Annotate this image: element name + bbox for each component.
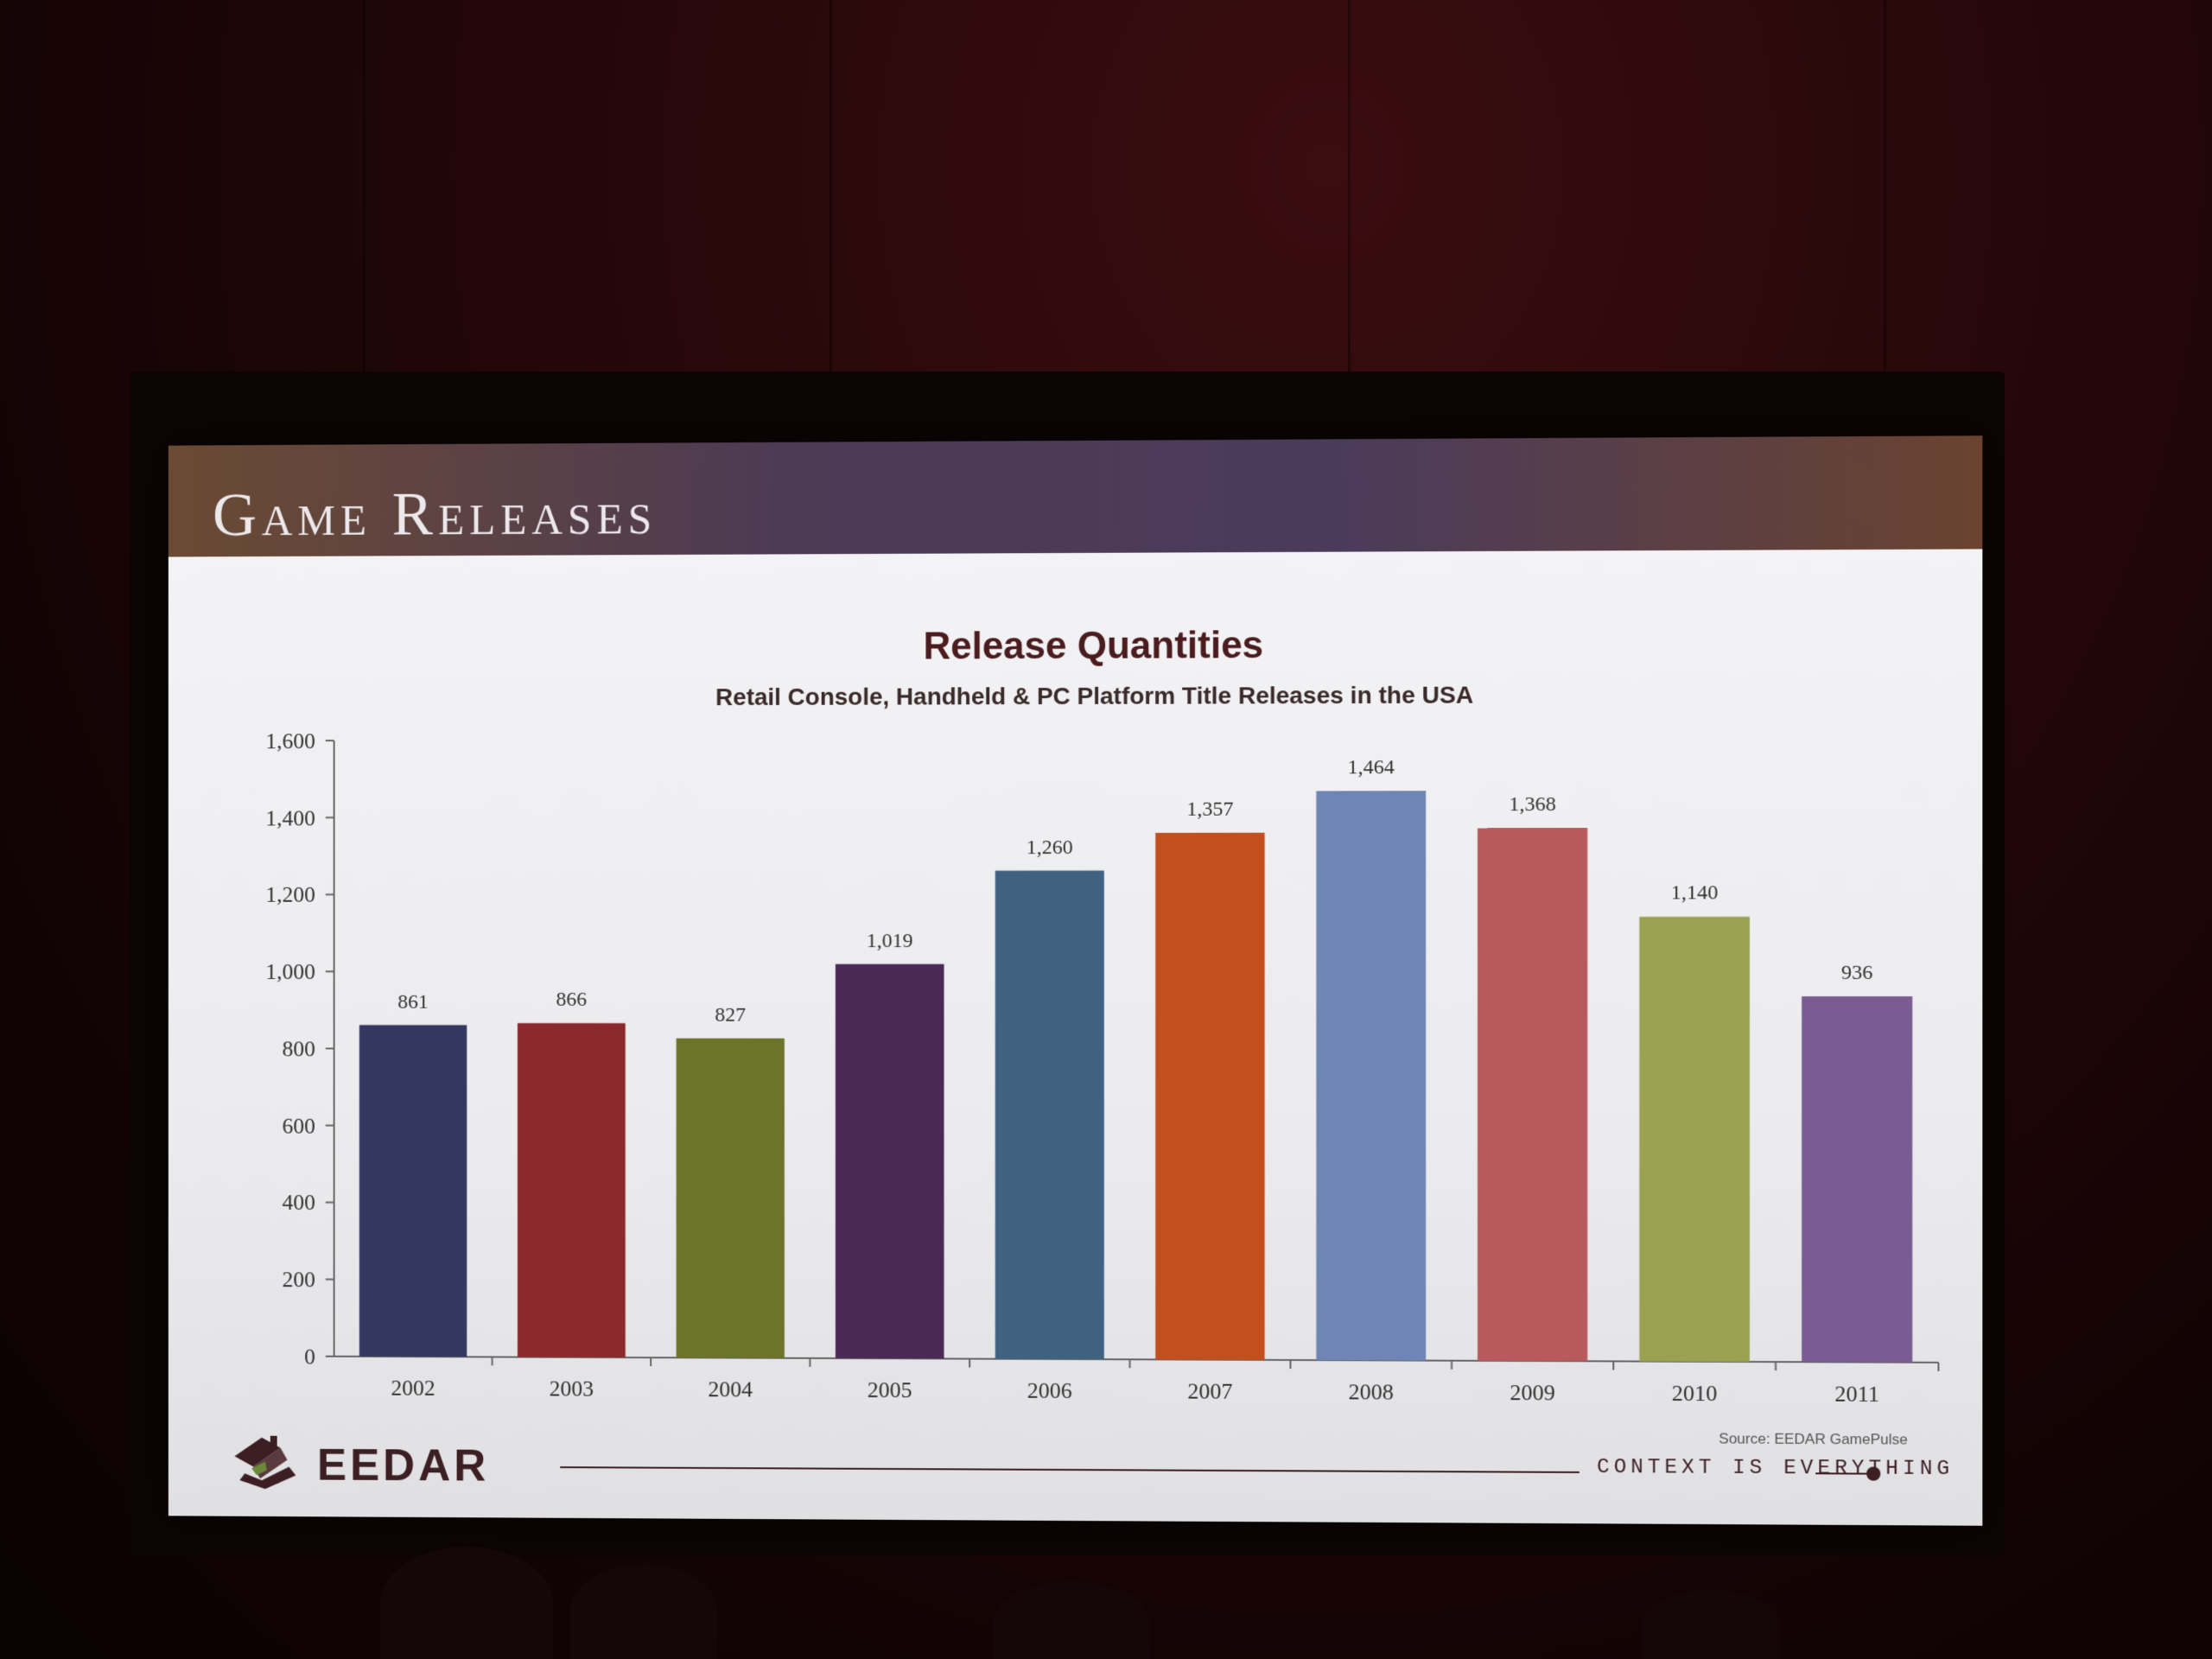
bar — [1478, 828, 1587, 1361]
x-tick-label: 2003 — [550, 1376, 594, 1401]
y-tick-label: 1,400 — [265, 805, 315, 830]
bar — [1802, 996, 1912, 1363]
bar-data-label: 1,260 — [1027, 836, 1073, 858]
audience-head — [570, 1564, 717, 1659]
x-tick-label: 2009 — [1510, 1380, 1554, 1405]
presentation-slide: Game Releases Release Quantities Retail … — [168, 435, 1982, 1526]
x-tick-label: 2010 — [1672, 1381, 1718, 1407]
bar-series: 861 866 827 1,019 1,260 1,357 1,464 1,368 1,140 9… — [359, 755, 1912, 1363]
y-tick-label: 1,200 — [265, 882, 315, 907]
audience-head — [994, 1581, 1149, 1659]
bar — [1639, 917, 1750, 1362]
y-tick-label: 600 — [283, 1113, 315, 1138]
chart-title: Release Quantities — [923, 624, 1263, 668]
y-tick-label: 800 — [283, 1036, 315, 1061]
slide-body: Release Quantities Retail Console, Handh… — [168, 549, 1982, 1525]
wall-panel — [363, 0, 365, 372]
x-tick-label: 2011 — [1834, 1381, 1879, 1407]
bar — [995, 871, 1104, 1360]
audience-head — [1642, 1590, 1780, 1659]
wall-panel — [1348, 0, 1351, 372]
eedar-logo-icon — [228, 1431, 305, 1491]
bar-data-label: 861 — [397, 990, 428, 1013]
y-tick-label: 0 — [304, 1344, 315, 1370]
footer-rule — [560, 1466, 1580, 1473]
bar-data-label: 936 — [1841, 962, 1873, 984]
audience-head — [380, 1547, 553, 1659]
bar-data-label: 827 — [715, 1004, 746, 1027]
bar-data-label: 1,019 — [867, 930, 913, 952]
x-tick-label: 2002 — [391, 1376, 435, 1401]
bar — [518, 1023, 626, 1357]
brand-name: EEDAR — [317, 1440, 489, 1492]
x-tick-label: 2006 — [1027, 1378, 1072, 1403]
footer-rule-short — [1815, 1472, 1868, 1474]
bar — [836, 964, 944, 1359]
slide-title: Game Releases — [213, 477, 657, 550]
source-note: Source: EEDAR GamePulse — [1719, 1430, 1908, 1448]
bar-data-label: 866 — [556, 988, 588, 1011]
wall-panel — [1884, 0, 1886, 372]
slide-header-band: Game Releases — [168, 435, 1982, 556]
bar — [1155, 833, 1264, 1360]
x-axis: 2002 2003 2004 2005 2006 2007 2008 2009 2010 2011 — [334, 1357, 1939, 1408]
chart-subtitle: Retail Console, Handheld & PC Platform T… — [715, 681, 1473, 710]
y-tick-label: 200 — [283, 1267, 315, 1292]
bar — [359, 1025, 467, 1357]
bar — [1316, 791, 1426, 1360]
x-tick-label: 2004 — [708, 1376, 753, 1402]
bar-data-label: 1,368 — [1509, 793, 1556, 816]
brand-tagline: CONTEXT IS EVERYTHING — [1597, 1456, 1954, 1481]
y-tick-label: 400 — [283, 1190, 315, 1215]
y-axis: 0 200 400 600 800 1,000 1,200 1,400 1,600 — [265, 728, 334, 1370]
x-tick-label: 2007 — [1187, 1378, 1232, 1403]
y-tick-label: 1,600 — [265, 728, 315, 753]
release-quantities-chart: Release Quantities Retail Console, Handh… — [168, 549, 1982, 1421]
x-tick-label: 2008 — [1349, 1379, 1394, 1404]
y-tick-label: 1,000 — [265, 959, 315, 984]
bar-data-label: 1,464 — [1348, 756, 1395, 779]
x-tick-label: 2005 — [868, 1377, 912, 1402]
wall-panel — [830, 0, 832, 372]
bar — [677, 1039, 785, 1358]
footer-dot — [1866, 1467, 1880, 1481]
bar-data-label: 1,357 — [1186, 798, 1233, 821]
bar-data-label: 1,140 — [1671, 882, 1719, 905]
